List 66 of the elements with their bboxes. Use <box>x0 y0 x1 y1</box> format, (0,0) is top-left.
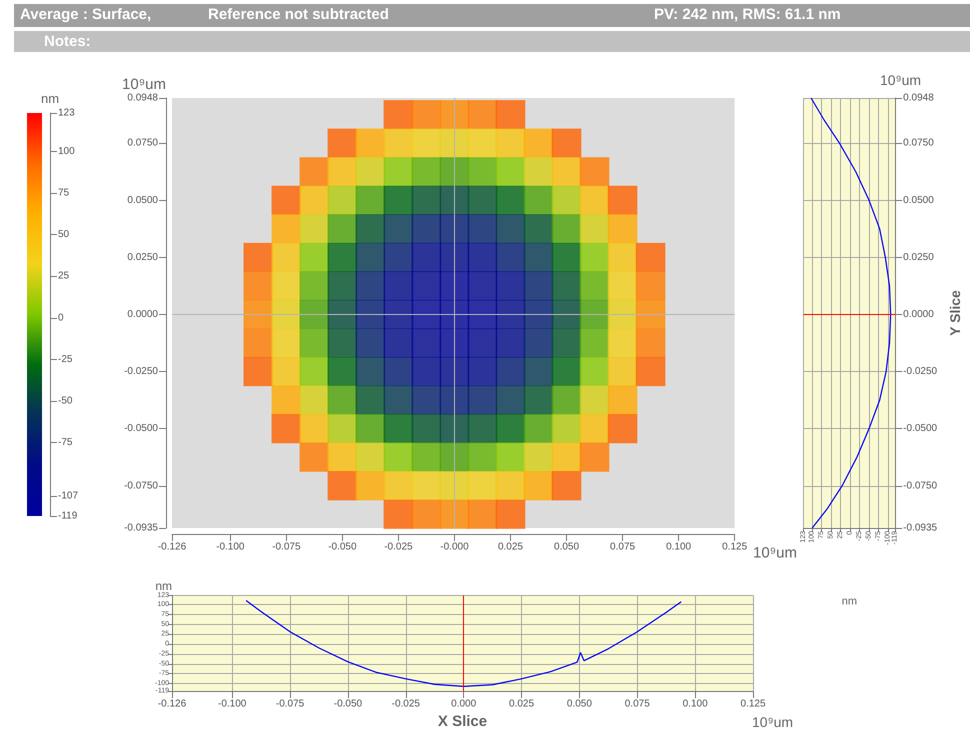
y-tick-label: -0.0250 <box>903 366 938 378</box>
x-tick-label: 0.025 <box>509 698 534 710</box>
x-tick-label: -0.075 <box>276 698 305 710</box>
text: 10⁹um <box>880 72 922 88</box>
y-tick-label: -0.0500 <box>124 423 158 434</box>
x-tick-label: -0.075 <box>272 542 301 552</box>
x-tick-label: 0.025 <box>498 542 524 552</box>
y-tick-label: 0.0948 <box>127 92 158 104</box>
x-tick-label: -0.126 <box>158 542 187 552</box>
x-tick-label: 0.100 <box>666 542 692 552</box>
y-tick-label: 0.0000 <box>127 308 158 320</box>
x-tick-label: -0.100 <box>218 698 247 710</box>
x-tick-label: -0.050 <box>328 542 357 552</box>
color-bar-label: 50 <box>58 229 70 240</box>
x-tick-label: -0.126 <box>158 698 187 710</box>
y-tick-label: 0.0250 <box>903 252 934 263</box>
color-bar-label: 100 <box>58 146 76 157</box>
x-tick-label: 0.100 <box>682 698 708 710</box>
y-tick-label: -0.0935 <box>124 522 158 534</box>
color-bar-label: -75 <box>58 437 73 448</box>
y-axis-title: nm <box>155 579 172 593</box>
text: Reference not subtracted <box>208 6 389 23</box>
color-bar-label: 123 <box>58 108 76 118</box>
color-bar-label: -119 <box>58 510 78 522</box>
y-tick-label: 0.0500 <box>127 194 158 206</box>
line-series <box>810 97 892 529</box>
x-tick-label: 0.050 <box>566 698 592 710</box>
x-tick-label: 0.125 <box>740 698 766 710</box>
x-axis-title: nm <box>842 596 857 608</box>
y-tick-label: -0.0935 <box>903 522 938 534</box>
color-bar-label: -50 <box>58 396 73 407</box>
y-axis-title: 10⁹um <box>122 76 166 93</box>
y-tick-label: -0.0500 <box>903 423 938 434</box>
y-tick-label: 0.0500 <box>903 194 934 206</box>
x-tick-label: -0.050 <box>334 698 363 710</box>
x-tick-label: 0.075 <box>610 542 636 552</box>
color-bar-label: -107 <box>58 490 78 502</box>
x-tick-label: -0.000 <box>440 542 470 552</box>
y-tick-label: 0.0000 <box>903 308 934 320</box>
line-series <box>245 600 682 687</box>
x-tick-label: 0.075 <box>624 698 650 710</box>
x-tick-label: 0.050 <box>554 542 580 552</box>
y-axis-title: Y Slice <box>947 290 963 336</box>
x-tick-label: 0.000 <box>451 698 477 710</box>
text: Average : Surface, <box>20 6 152 23</box>
y-tick-label: 0.0948 <box>903 92 934 104</box>
text: 10⁹um <box>752 714 794 730</box>
y-tick-label: -0.0750 <box>903 480 938 492</box>
y-tick-label: 0.0250 <box>127 252 158 263</box>
x-tick-label: 0.125 <box>722 542 748 552</box>
text: PV: 242 nm, RMS: 61.1 nm <box>654 6 841 23</box>
color-bar-title: nm <box>40 91 60 106</box>
x-axis-title: 10⁹um <box>753 544 798 562</box>
x-tick-label: -0.025 <box>392 698 420 710</box>
x-axis-title: X Slice <box>438 713 488 730</box>
y-tick-label: 0.0750 <box>127 138 158 149</box>
x-tick-label: -0.025 <box>384 542 414 552</box>
y-tick-label: -0.0250 <box>124 366 158 378</box>
color-bar-label: 25 <box>58 270 70 282</box>
x-tick-label: -0.100 <box>216 542 245 552</box>
color-bar-label: -25 <box>58 354 73 365</box>
color-bar-label: 0 <box>58 312 64 324</box>
y-tick-label: 0.0750 <box>903 138 934 149</box>
color-bar-label: 75 <box>58 187 70 198</box>
text: Notes: <box>44 33 91 50</box>
y-tick-label: -0.0750 <box>124 480 158 492</box>
